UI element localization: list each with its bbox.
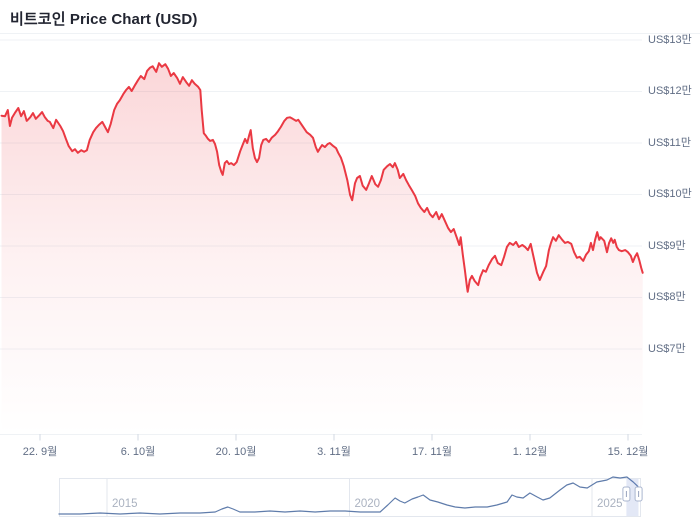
navigator-series-line <box>58 476 639 515</box>
price-line <box>0 62 644 293</box>
y-axis-label: US$10만 <box>648 188 692 200</box>
x-axis-label: 22. 9월 <box>22 446 58 458</box>
header-divider <box>0 33 700 34</box>
navigator-left-handle[interactable] <box>622 486 631 502</box>
navigator-right-handle[interactable] <box>634 486 643 502</box>
x-axis-label: 6. 10월 <box>120 446 156 458</box>
y-axis-label: US$8만 <box>648 291 686 303</box>
navigator-year-label: 2020 <box>354 498 381 510</box>
y-axis-label: US$11만 <box>648 136 691 149</box>
x-axis-label: 15. 12월 <box>607 446 649 458</box>
y-axis-label: US$9만 <box>648 239 686 252</box>
x-axis-label: 20. 10월 <box>215 446 257 458</box>
navigator-year-label: 2015 <box>112 498 138 510</box>
y-axis-label: US$13만 <box>648 33 692 46</box>
y-axis-label: US$7만 <box>648 342 686 355</box>
x-axis-label: 1. 12월 <box>512 446 548 458</box>
price-area-fill <box>1 63 643 434</box>
x-axis-ticks <box>39 434 629 441</box>
range-navigator[interactable] <box>58 476 643 517</box>
page-title: 비트코인 Price Chart (USD) <box>10 11 198 28</box>
x-axis-label: 17. 11월 <box>412 446 452 458</box>
navigator-year-label: 2025 <box>597 498 623 510</box>
y-axis-label: US$12만 <box>648 85 692 97</box>
x-axis-label: 3. 11월 <box>317 446 351 458</box>
